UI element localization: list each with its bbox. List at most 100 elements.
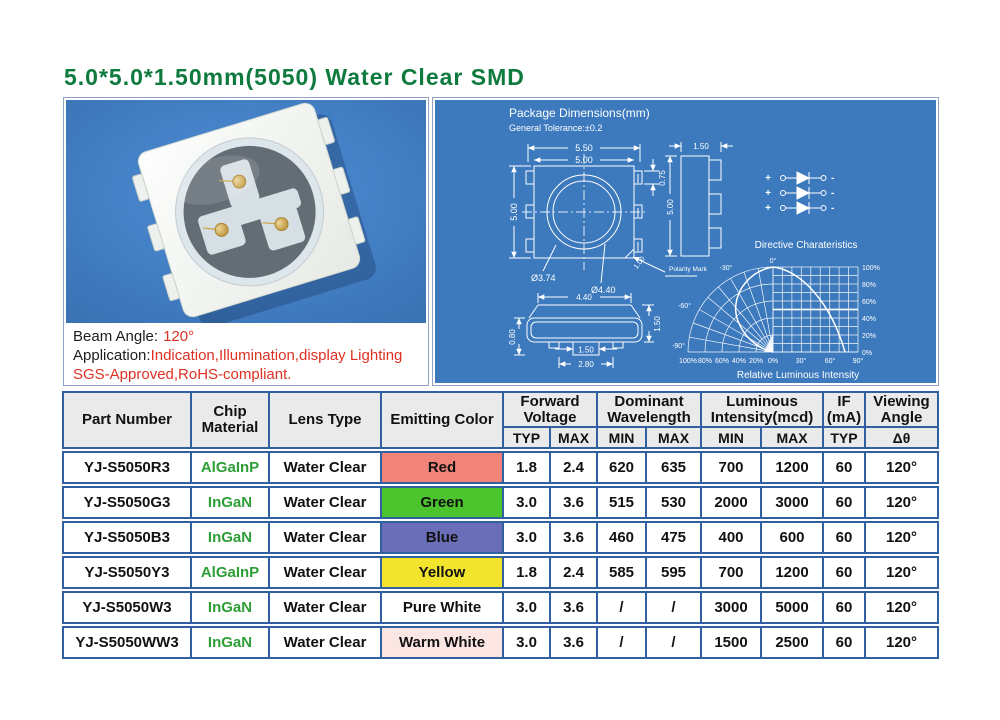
subheader-min: MIN [596,426,645,447]
tick-label: 20% [862,333,876,340]
wavelength-min-cell: / [596,628,645,657]
angle-neg30-label: -30° [720,264,733,272]
header-emitting-color: Emitting Color [380,393,502,447]
header-dominant-wavelength: Dominant Wavelength [596,393,700,426]
application-label: Application: [73,347,151,364]
vf-typ-cell: 1.8 [502,558,549,587]
vf-typ-cell: 3.0 [502,488,549,517]
viewing-angle-cell: 120° [864,523,937,552]
table-row: YJ-S5050W3 InGaN Water Clear Pure White … [62,591,939,624]
intensity-min-cell: 700 [700,558,760,587]
table-body: YJ-S5050R3 AlGaInP Water Clear Red 1.8 2… [62,451,939,659]
viewing-angle-cell: 120° [864,593,937,622]
intensity-max-cell: 1200 [760,453,822,482]
drawing-tolerance: General Tolerance:±0.2 [509,123,602,133]
vf-max-cell: 3.6 [549,628,596,657]
lens-type-cell: Water Clear [268,453,380,482]
wavelength-min-cell: 620 [596,453,645,482]
dim-body-inner-width: 5.00 [575,155,593,165]
led-chip [274,217,289,232]
tick-label: 40% [732,358,746,365]
wavelength-min-cell: / [596,593,645,622]
chip-material-cell: InGaN [190,593,268,622]
vf-typ-cell: 3.0 [502,628,549,657]
beam-angle-value: 120° [163,328,195,345]
intensity-max-cell: 600 [760,523,822,552]
lens-type-cell: Water Clear [268,558,380,587]
directive-characteristics-chart: Directive Charateristics [672,240,880,381]
vf-max-cell: 3.6 [549,593,596,622]
part-number-cell: YJ-S5050WW3 [64,628,190,657]
intensity-max-cell: 2500 [760,628,822,657]
tick-label: 60% [862,299,876,306]
dim-body-height: 5.00 [509,203,519,221]
header-viewing-angle: Viewing Angle [864,393,937,426]
if-typ-cell: 60 [822,453,864,482]
subheader-max: MAX [645,426,700,447]
intensity-min-cell: 2000 [700,488,760,517]
header-luminous-intensity: Luminous Intensity(mcd) [700,393,822,426]
application-value: Indication,Illumination,display Lighting [150,347,403,364]
emitting-color-cell: Red [380,453,502,482]
intensity-min-cell: 3000 [700,593,760,622]
lens-type-cell: Water Clear [268,628,380,657]
tick-label: 60% [715,358,729,365]
table-row: YJ-S5050Y3 AlGaInP Water Clear Yellow 1.… [62,556,939,589]
emitting-color-cell: Warm White [380,628,502,657]
cathode-symbol: - [831,203,834,214]
circuit-schematic: + + + - - - [765,171,834,215]
angle-0-label: 0° [770,257,777,265]
intensity-min-cell: 1500 [700,628,760,657]
vf-typ-cell: 3.0 [502,523,549,552]
product-photo-panel: Beam Angle: 120° Application:Indication,I… [63,97,429,386]
dim-pad-width: 0.75 [658,170,667,186]
subheader-typ: TYP [822,426,864,447]
anode-symbol: + [765,173,771,184]
chip-material-cell: InGaN [190,488,268,517]
lens-type-cell: Water Clear [268,488,380,517]
table-row: YJ-S5050B3 InGaN Water Clear Blue 3.0 3.… [62,521,939,554]
subheader-max: MAX [760,426,822,447]
anode-symbol: + [765,203,771,214]
led-photo-illustration [66,100,426,327]
tick-label: 90° [853,357,864,365]
wavelength-max-cell: 530 [645,488,700,517]
if-typ-cell: 60 [822,523,864,552]
wavelength-min-cell: 585 [596,558,645,587]
table-row: YJ-S5050R3 AlGaInP Water Clear Red 1.8 2… [62,451,939,484]
vf-max-cell: 2.4 [549,453,596,482]
side-view-drawing [665,142,733,257]
intensity-min-cell: 400 [700,523,760,552]
tick-label: 100% [862,265,880,272]
tick-label: 80% [698,358,712,365]
tick-label: 100% [679,358,697,365]
header-if-current: IF (mA) [822,393,864,426]
intensity-min-cell: 700 [700,453,760,482]
emitting-color-cell: Yellow [380,558,502,587]
header-chip-material: Chip Material [190,393,268,447]
chip-material-cell: InGaN [190,523,268,552]
intensity-max-cell: 1200 [760,558,822,587]
subheader-min: MIN [700,426,760,447]
chip-material-cell: AlGaInP [190,558,268,587]
header-lens-type: Lens Type [268,393,380,447]
wavelength-max-cell: 475 [645,523,700,552]
part-number-cell: YJ-S5050Y3 [64,558,190,587]
led-chip [232,174,247,189]
intensity-max-cell: 5000 [760,593,822,622]
dim-profile-height: 1.50 [653,316,662,332]
wavelength-max-cell: / [645,593,700,622]
tick-label: 60° [825,357,836,365]
compliance-line: SGS-Approved,RoHS-compliant. [73,366,292,383]
intensity-max-cell: 3000 [760,488,822,517]
header-part-number: Part Number [81,411,173,428]
header-forward-voltage: Forward Voltage [502,393,596,426]
tick-label: 30° [796,357,807,365]
lens-type-cell: Water Clear [268,593,380,622]
package-dimensions-panel: Package Dimensions(mm) General Tolerance… [432,97,939,386]
radiation-pattern-curve [734,266,846,353]
anode-symbol: + [765,188,771,199]
wavelength-max-cell: 635 [645,453,700,482]
tick-label: 80% [862,282,876,289]
